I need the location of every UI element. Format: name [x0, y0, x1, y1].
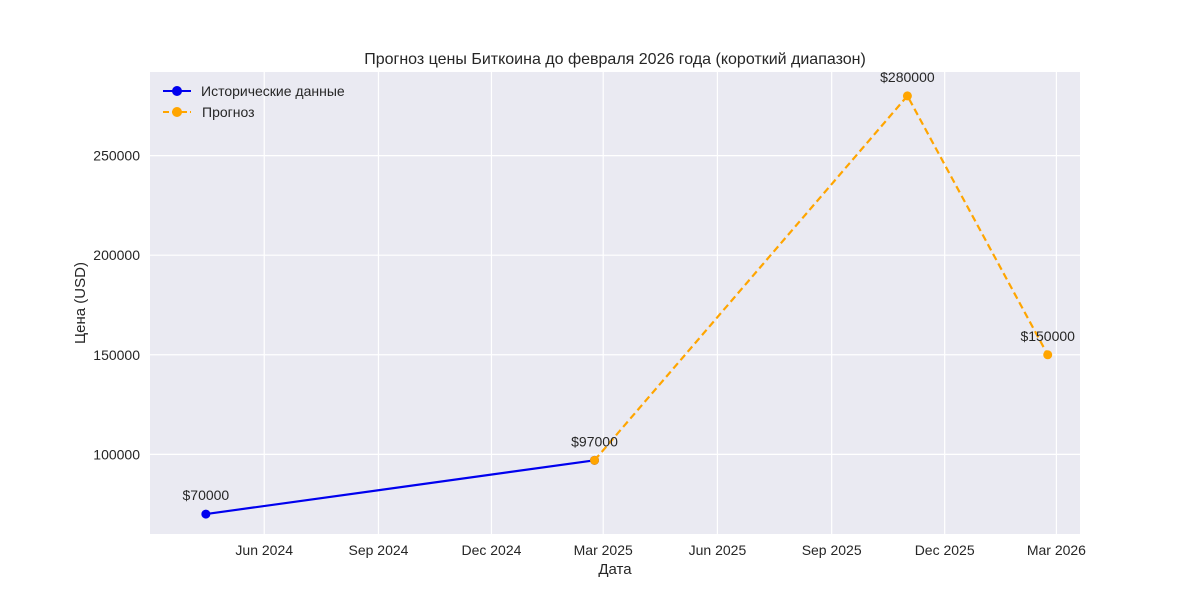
data-label: $70000 — [183, 487, 230, 503]
x-tick-label: Dec 2024 — [461, 542, 521, 558]
legend-marker-forecast — [172, 107, 182, 117]
data-point — [1043, 350, 1053, 360]
y-tick-labels: 100000 150000 200000 250000 — [93, 148, 140, 463]
x-tick-label: Mar 2026 — [1027, 542, 1086, 558]
series-line-forecast — [593, 93, 1049, 462]
y-tick-label: 150000 — [93, 347, 140, 363]
x-tick-label: Sep 2025 — [802, 542, 862, 558]
data-label: $97000 — [571, 433, 618, 449]
plot-area — [150, 72, 1080, 534]
x-tick-label: Jun 2024 — [235, 542, 293, 558]
data-point — [590, 455, 600, 465]
grid — [150, 72, 1080, 534]
data-label: $150000 — [1020, 328, 1075, 344]
legend-marker-historical — [172, 86, 182, 96]
y-tick-label: 250000 — [93, 148, 140, 164]
legend-item-forecast: Прогноз — [163, 104, 255, 120]
chart-title: Прогноз цены Биткоина до февраля 2026 го… — [364, 51, 866, 68]
legend-label-forecast: Прогноз — [202, 104, 255, 120]
legend-item-historical: Исторические данные — [163, 83, 345, 99]
y-tick-label: 200000 — [93, 247, 140, 263]
x-tick-label: Dec 2025 — [915, 542, 975, 558]
y-axis-label: Цена (USD) — [72, 262, 89, 344]
x-axis-label: Дата — [598, 561, 632, 578]
data-point — [902, 91, 912, 101]
x-tick-labels: Jun 2024 Sep 2024 Dec 2024 Mar 2025 Jun 2025… — [235, 542, 1086, 558]
x-tick-label: Jun 2025 — [689, 542, 747, 558]
data-point — [201, 509, 211, 519]
legend: Исторические данные Прогноз — [163, 83, 345, 120]
series — [201, 91, 1053, 519]
series-line-historical — [205, 459, 595, 516]
y-tick-label: 100000 — [93, 446, 140, 462]
legend-label-historical: Исторические данные — [201, 83, 345, 99]
data-labels: $70000 $97000 $280000 $150000 — [183, 69, 1076, 503]
x-tick-label: Mar 2025 — [574, 542, 633, 558]
data-label: $280000 — [880, 69, 935, 85]
x-tick-label: Sep 2024 — [348, 542, 408, 558]
